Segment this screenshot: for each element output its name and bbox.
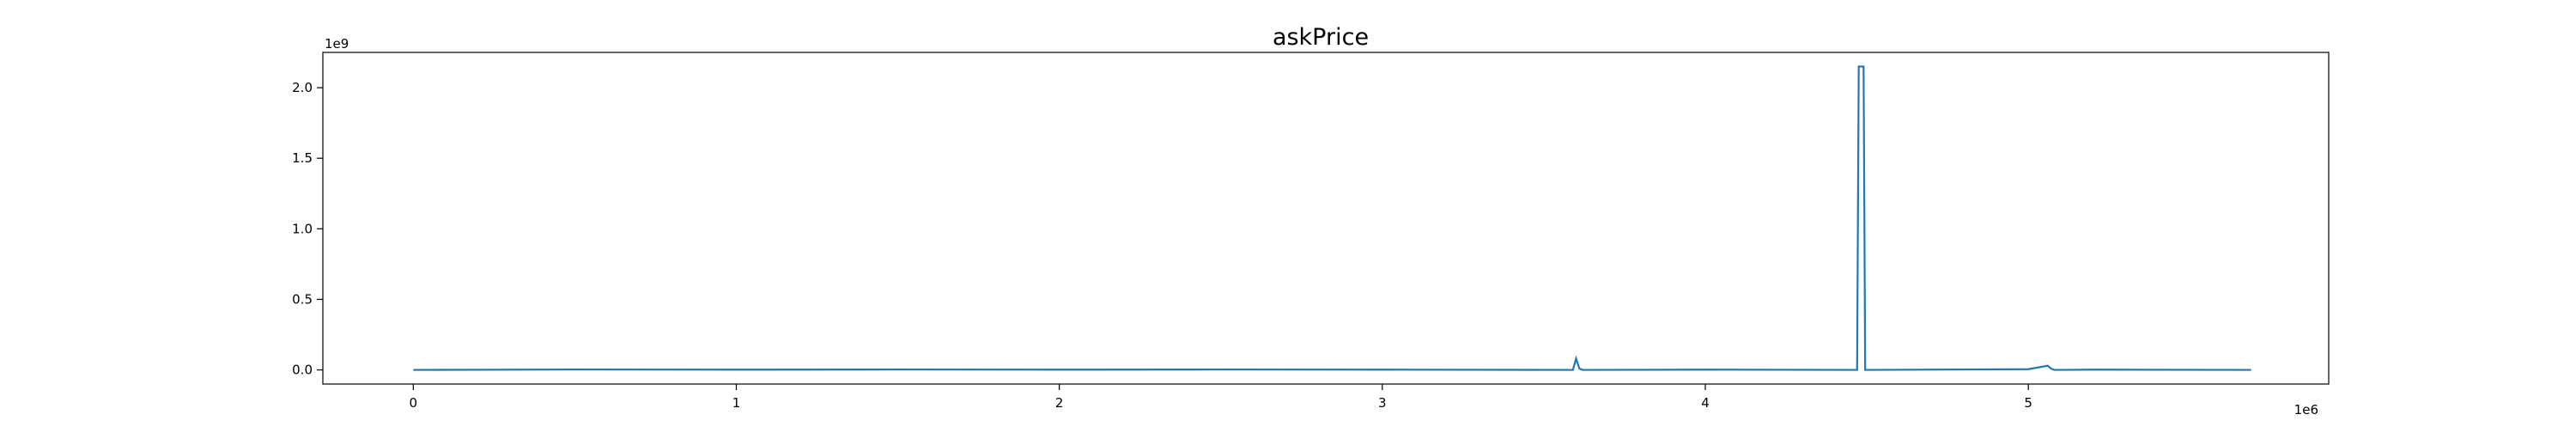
x-tick-label-0: 0	[410, 395, 418, 411]
y-tick-label-4: 2.0	[292, 80, 313, 95]
x-tick-label-5: 5	[2024, 395, 2032, 411]
y-axis: 0.0 0.5 1.0 1.5 2.0	[292, 80, 323, 378]
plot-frame	[322, 52, 2330, 385]
x-tick-label-3: 3	[1378, 395, 1387, 411]
x-tick-label-4: 4	[1701, 395, 1710, 411]
y-tick-label-2: 1.0	[292, 221, 313, 236]
y-tick-label-1: 0.5	[292, 291, 313, 307]
y-tick-label-3: 1.5	[292, 150, 313, 166]
y-tick-label-0: 0.0	[292, 363, 313, 378]
series-line-0	[413, 65, 2251, 371]
x-axis-scale-label: 1e6	[2294, 402, 2318, 418]
series-layer	[413, 65, 2251, 371]
x-tick-label-1: 1	[732, 395, 741, 411]
plot-area	[322, 52, 2330, 385]
y-axis-scale-label: 1e9	[325, 36, 349, 52]
x-axis: 0 1 2 3 4 5	[410, 384, 2032, 411]
x-tick-label-2: 2	[1055, 395, 1064, 411]
chart-title: askPrice	[1273, 24, 1369, 51]
